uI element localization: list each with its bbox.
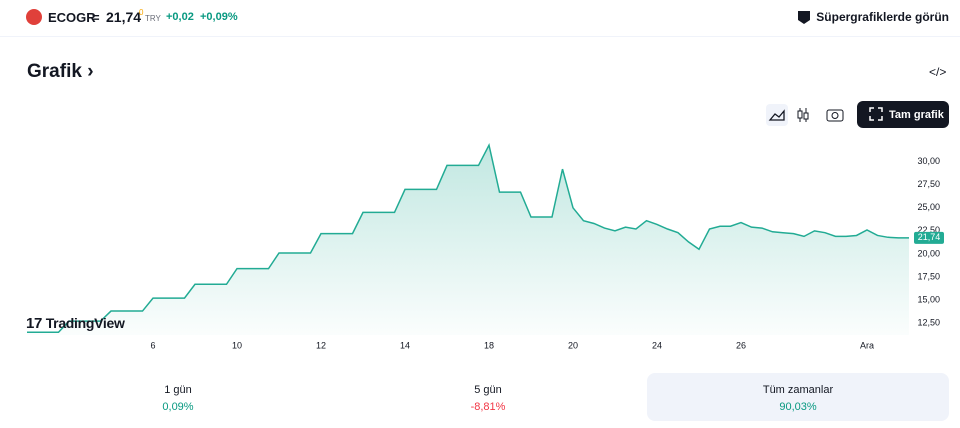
section-title[interactable]: Grafik › xyxy=(27,61,94,82)
ticker[interactable]: ECOGR xyxy=(48,10,96,25)
price-suffix: 0 xyxy=(139,8,144,17)
x-tick-label: 10 xyxy=(232,340,242,350)
watermark-text[interactable]: TradingView xyxy=(45,315,125,331)
embed-button[interactable]: </> xyxy=(929,65,947,79)
symbol-bar: ECOGR = 21,74 0 TRY +0,02 +0,09% Süpergr… xyxy=(0,0,960,37)
title-text[interactable]: Grafik xyxy=(27,61,82,82)
snapshot-button[interactable] xyxy=(826,107,844,123)
period-tab[interactable]: 5 gün -8,81% xyxy=(337,373,639,421)
period-name: Tüm zamanlar xyxy=(762,384,834,396)
x-tick-label: 26 xyxy=(736,340,746,350)
x-tick-label: 12 xyxy=(316,340,326,350)
x-tick-label: Ara xyxy=(860,340,874,350)
x-tick-label: 6 xyxy=(150,340,155,350)
candle-style-button[interactable] xyxy=(796,105,810,125)
period-change: -8,81% xyxy=(470,401,506,413)
fullscreen-icon xyxy=(869,107,883,121)
x-tick-label: 18 xyxy=(484,340,494,350)
y-tick-label: 17,50 xyxy=(917,271,940,281)
supercharts-text[interactable]: Süpergrafiklerde görün xyxy=(816,10,949,24)
period-tab[interactable]: Tüm zamanlar 90,03% xyxy=(647,373,949,421)
change: +0,02 xyxy=(166,11,194,23)
period-tab[interactable]: 1 gün 0,09% xyxy=(27,373,329,421)
area-fill xyxy=(27,145,909,335)
x-tick-label: 14 xyxy=(400,340,410,350)
y-tick-label: 27,50 xyxy=(917,179,940,189)
period-change: 90,03% xyxy=(779,401,817,413)
chart: 12,50 15,00 17,50 20,00 22,50 25,00 27,50 30,00… xyxy=(27,142,944,350)
last-price-tag xyxy=(914,231,944,244)
price-line xyxy=(27,142,909,333)
y-tick-label: 25,00 xyxy=(917,202,940,212)
watermark[interactable]: 17 TradingView xyxy=(26,315,125,332)
period-change: 0,09% xyxy=(162,401,194,413)
supercharts-link[interactable]: Süpergrafiklerde görün xyxy=(798,10,949,24)
full-chart-button[interactable]: Tam grafik xyxy=(857,101,949,128)
price: 21,74 xyxy=(106,9,142,25)
x-tick-label: 24 xyxy=(652,340,662,350)
x-tick-label: 20 xyxy=(568,340,578,350)
tv-icon xyxy=(798,11,811,24)
y-tick-label: 12,50 xyxy=(917,317,940,327)
period-name: 1 gün xyxy=(164,384,192,396)
flag-icon xyxy=(26,9,42,25)
period-name: 5 gün xyxy=(474,384,502,396)
separator: = xyxy=(92,10,100,25)
last-price-label: 21,74 xyxy=(918,232,941,242)
y-tick-label: 15,00 xyxy=(917,294,940,304)
full-chart-text[interactable]: Tam grafik xyxy=(889,109,944,121)
area-style-button[interactable] xyxy=(766,104,788,126)
y-tick-label: 22,50 xyxy=(917,225,940,235)
change-percent: +0,09% xyxy=(200,11,238,23)
y-tick-label: 20,00 xyxy=(917,248,940,258)
currency: TRY xyxy=(145,14,161,23)
y-tick-label: 30,00 xyxy=(917,156,940,166)
